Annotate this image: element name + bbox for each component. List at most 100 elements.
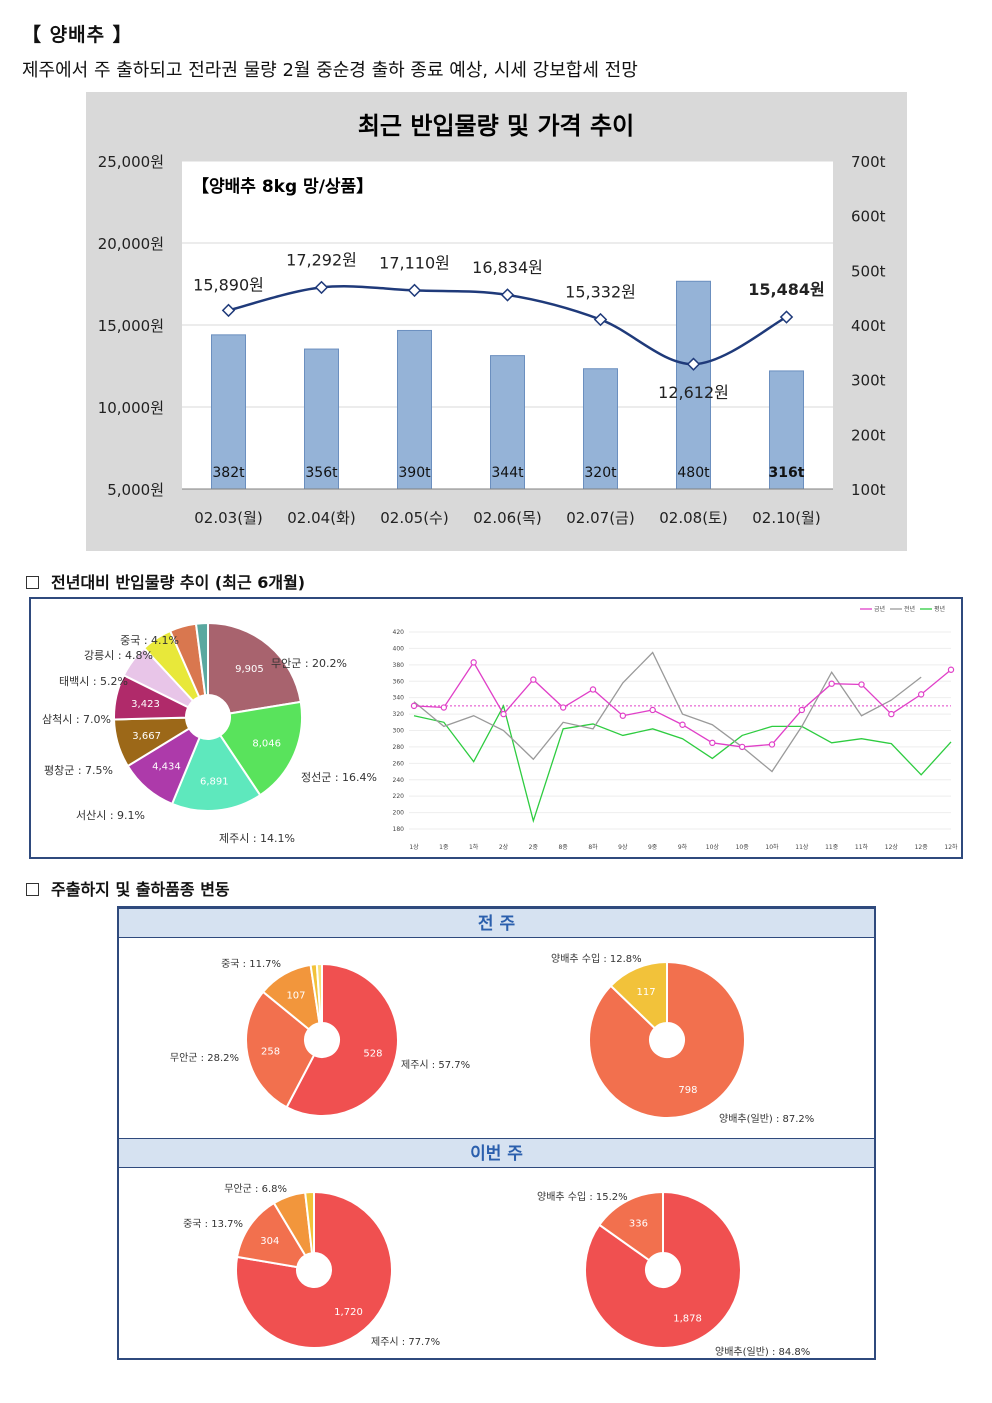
right-axis-tick: 200t (851, 426, 886, 444)
volume-label: 320t (584, 465, 617, 481)
pie-slice-label: 양배추 수입 : 15.2% (537, 1190, 628, 1203)
volume-bar (211, 334, 246, 490)
pie-value-label: 528 (363, 1049, 382, 1060)
series-marker (947, 666, 955, 673)
x-tick-label: 10상 (706, 843, 720, 851)
y-tick-label: 220 (393, 793, 405, 800)
pie-slice (194, 621, 209, 697)
x-tick-label: 10중 (736, 844, 750, 851)
volume-bar (397, 329, 432, 490)
pie-slice-label: 제주시 : 77.7% (371, 1336, 440, 1348)
right-axis-tick: 300t (851, 372, 886, 390)
series-marker (500, 710, 507, 718)
shipping-panel: 전 주 이번 주 528 258 107 제주시 : 57.7% 무안군 : 28.2%… (117, 906, 876, 1360)
series-marker (619, 712, 627, 719)
left-axis-tick: 20,000원 (98, 235, 164, 253)
this-week-variety-donut: 1,878 336 양배추(일반) : 84.8% 양배추 수입 : 15.2% (537, 1190, 810, 1358)
x-category-label: 02.04(화) (287, 509, 355, 527)
pie-value-label: 798 (678, 1085, 697, 1096)
pie-slice (584, 1190, 742, 1349)
series-marker (559, 704, 567, 711)
x-tick-label: 12중 (915, 844, 929, 851)
pie-slice (304, 1190, 315, 1255)
left-axis-tick: 10,000원 (98, 399, 164, 417)
pie-slice-label: 중국 : 4.1% (120, 634, 179, 647)
y-tick-label: 340 (393, 695, 405, 702)
series-marker (709, 739, 716, 747)
left-axis-tick: 25,000원 (98, 153, 164, 171)
series-marker (530, 676, 537, 683)
pie-value-label: 6,891 (200, 777, 229, 788)
pie-value-label: 1,878 (673, 1314, 702, 1325)
x-tick-label: 10하 (765, 843, 779, 851)
legend-label: 평년 (934, 605, 945, 613)
x-tick-label: 1중 (439, 844, 449, 851)
y-tick-label: 420 (393, 629, 405, 636)
price-volume-chart-svg: 최근 반입물량 및 가격 추이 【양배추 8kg 망/상품】 382t 356t 3… (86, 92, 907, 551)
volume-bar (304, 348, 339, 490)
pie-slice-label: 삼척시 : 7.0% (42, 713, 111, 726)
series-marker (738, 743, 746, 751)
series-line (413, 651, 922, 773)
right-axis-tick: 500t (851, 262, 886, 280)
x-tick-label: 12하 (944, 843, 958, 851)
pie-value-label: 1,720 (334, 1307, 363, 1318)
right-axis-tick: 400t (851, 317, 886, 335)
pie-value-label: 258 (261, 1046, 280, 1057)
price-marker (221, 303, 236, 318)
pie-slice-label: 중국 : 11.7% (221, 958, 281, 970)
series-marker (917, 691, 925, 698)
x-category-label: 02.08(토) (659, 509, 727, 527)
pie-slice-label: 양배추(일반) : 87.2% (719, 1113, 814, 1125)
series-marker (589, 686, 597, 693)
pie-slice-label: 정선군 : 16.4% (301, 771, 377, 784)
price-marker (779, 310, 794, 324)
x-category-label: 02.05(수) (380, 509, 448, 527)
x-tick-label: 1하 (469, 843, 479, 851)
left-axis-tick: 5,000원 (107, 481, 164, 499)
prev-week-region-donut: 528 258 107 제주시 : 57.7% 무안군 : 28.2% 중국 : 11.7… (170, 958, 470, 1117)
y-tick-label: 360 (393, 678, 405, 685)
volume-bar (490, 355, 525, 490)
price-label: 15,484원 (748, 280, 824, 299)
y-tick-label: 280 (393, 744, 405, 751)
pie-value-label: 3,667 (132, 731, 161, 742)
price-label: 12,612원 (658, 383, 729, 402)
right-axis-tick: 700t (851, 153, 886, 171)
pie-slice-label: 강릉시 : 4.8% (84, 649, 153, 662)
pie-value-label: 3,423 (131, 699, 160, 710)
pie-slice-label: 중국 : 13.7% (183, 1218, 243, 1230)
pie-slice (218, 700, 303, 797)
pie-slice (235, 1190, 393, 1349)
price-label: 17,110원 (379, 253, 450, 272)
x-tick-label: 11중 (825, 844, 839, 851)
price-volume-chart: 최근 반입물량 및 가격 추이 【양배추 8kg 망/상품】 382t 356t 3… (86, 92, 907, 551)
shipping-section-title: 주출하지 및 출하품종 변동 (51, 880, 230, 899)
price-marker (593, 312, 608, 327)
pie-value-label: 117 (637, 987, 656, 998)
x-tick-label: 8하 (588, 843, 598, 851)
volume-bar (769, 370, 804, 490)
pie-slice-label: 서산시 : 9.1% (76, 809, 145, 822)
price-marker (500, 288, 515, 302)
checkbox-icon (26, 576, 39, 589)
pie-value-label: 8,046 (252, 739, 281, 750)
series-marker (858, 681, 865, 688)
y-tick-label: 400 (393, 645, 405, 652)
x-tick-label: 11상 (795, 843, 809, 851)
trend-section-title: 전년대비 반입물량 추이 (최근 6개월) (51, 573, 306, 592)
series-line (413, 661, 952, 748)
series-marker (649, 706, 656, 714)
right-axis-tick: 100t (851, 481, 886, 499)
x-tick-label: 2중 (529, 844, 539, 851)
region-pie-chart: 9,905 8,046 6,891 4,434 3,667 3,423 무안군 : 20.2… (42, 621, 377, 845)
x-tick-label: 12상 (885, 843, 899, 851)
pie-slice-label: 무안군 : 20.2% (271, 657, 347, 670)
page-subtitle: 제주에서 주 출하되고 전라권 물량 2월 중순경 출하 종료 예상, 시세 강… (22, 60, 638, 81)
price-label: 15,890원 (193, 275, 264, 294)
pie-slice (207, 621, 302, 715)
this-week-region-donut: 1,720 304 제주시 : 77.7% 중국 : 13.7% 무안군 : 6.8% (183, 1183, 440, 1349)
pie-slice-label: 평창군 : 7.5% (44, 764, 113, 777)
chart-inner-label: 【양배추 8kg 망/상품】 (192, 176, 373, 197)
y-tick-label: 180 (393, 826, 405, 833)
